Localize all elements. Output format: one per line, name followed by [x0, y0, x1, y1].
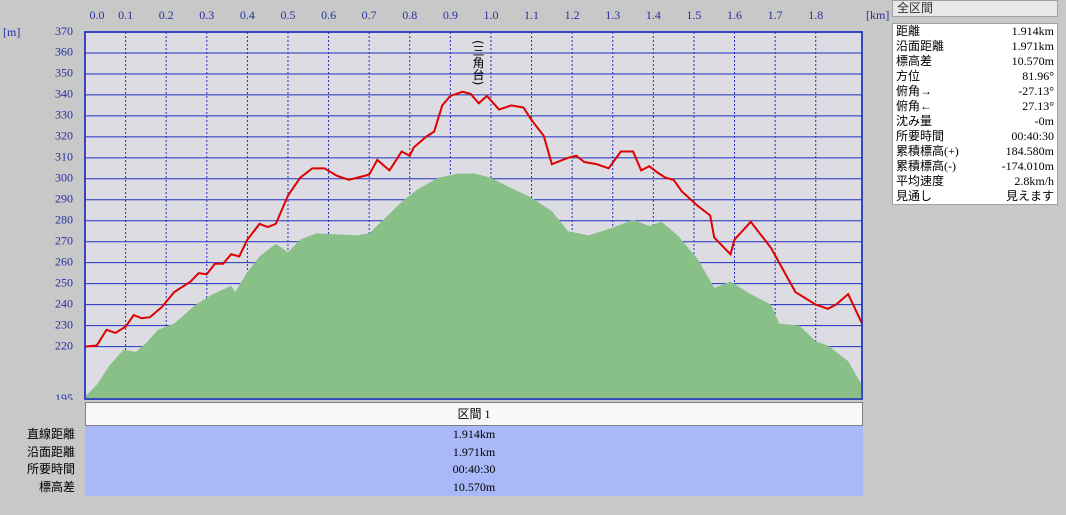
row-value: 2.8km/h: [1014, 174, 1054, 188]
panel-row: 見通し 見えます: [893, 189, 1057, 204]
row-label: 方位: [896, 69, 921, 83]
x-tick-label: 0.9: [443, 8, 458, 22]
row-label: 俯角→: [896, 84, 933, 98]
panel-row: 平均速度 2.8km/h: [893, 174, 1057, 189]
x-tick-label: 0.8: [402, 8, 417, 22]
y-tick-label: 195: [55, 391, 73, 400]
row-value: 10.570m: [1011, 54, 1054, 68]
x-tick-label: 1.1: [524, 8, 539, 22]
y-tick-label: 250: [55, 275, 73, 289]
panel-title: 全区間: [892, 0, 1058, 17]
row-value: 184.580m: [1005, 144, 1054, 158]
x-tick-label: 1.8: [808, 8, 823, 22]
y-tick-label: 280: [55, 212, 73, 226]
row-label: 見通し: [896, 189, 933, 203]
chart: [m] [km] 195 220 230 240 250 260 270 280 290 300 3…: [3, 8, 889, 400]
row-value: 27.13°: [1022, 99, 1054, 113]
row-label: 標高差: [896, 54, 933, 68]
y-tick-label: 310: [55, 150, 73, 164]
panel-row: 俯角→ -27.13°: [893, 84, 1057, 99]
row-value: 1.914km: [85, 426, 863, 444]
row-value: 81.96°: [1022, 69, 1054, 83]
y-tick-label: 330: [55, 108, 73, 122]
annotation: (三角台): [471, 40, 485, 86]
x-tick-label: 0.7: [362, 8, 377, 22]
section-table: 区間 1 直線距離 1.914km 沿面距離 1.971km 所要時間 00:40:30 標…: [0, 402, 863, 496]
panel-row: 俯角← 27.13°: [893, 99, 1057, 114]
row-value: 見えます: [1005, 189, 1054, 203]
x-tick-label: 1.0: [483, 8, 498, 22]
row-label: 俯角←: [896, 99, 933, 113]
elevation-line: [84, 90, 863, 348]
row-value: 1.971km: [1011, 39, 1054, 53]
x-tick-label: 0.5: [280, 8, 295, 22]
section-row: 直線距離 1.914km: [0, 426, 863, 444]
row-label: 沈み量: [896, 114, 933, 128]
panel-row: 沈み量 -0m: [893, 114, 1057, 129]
row-value: 00:40:30: [1011, 129, 1054, 143]
x-tick-label: 0.3: [199, 8, 214, 22]
x-tick-label: 0.4: [240, 8, 255, 22]
x-tick-label: 1.2: [565, 8, 580, 22]
panel-row: 方位 81.96°: [893, 69, 1057, 84]
y-tick-label: 320: [55, 129, 73, 143]
row-label: 累積標高(-): [896, 159, 956, 173]
row-value: 00:40:30: [85, 461, 863, 479]
row-value: 1.971km: [85, 443, 863, 461]
panel-row: 沿面距離 1.971km: [893, 39, 1057, 54]
x-tick-label: 1.7: [768, 8, 783, 22]
row-label: 標高差: [38, 479, 75, 494]
row-value: -27.13°: [1018, 84, 1054, 98]
y-tick-label: 340: [55, 87, 73, 101]
panel-row: 標高差 10.570m: [893, 54, 1057, 69]
y-tick-label: 240: [55, 296, 73, 310]
summary-panel: 全区間 距離 1.914km 沿面距離 1.971km 標高差 10.570m 方位 81.9…: [892, 0, 1058, 205]
row-label: 所要時間: [896, 129, 945, 143]
x-tick-label: 1.5: [686, 8, 701, 22]
row-label: 累積標高(+): [896, 144, 959, 158]
x-tick-label: 0.1: [118, 8, 133, 22]
row-value: 10.570m: [85, 478, 863, 496]
panel-row: 距離 1.914km: [893, 24, 1057, 39]
y-tick-label: 370: [55, 24, 73, 38]
section-row: 所要時間 00:40:30: [0, 461, 863, 479]
y-tick-label: 220: [55, 338, 73, 352]
x-tick-label: 0.0: [90, 8, 105, 22]
panel-row: 累積標高(-) -174.010m: [893, 159, 1057, 174]
x-tick-label: 0.2: [159, 8, 174, 22]
y-tick-label: 350: [55, 66, 73, 80]
row-value: -0m: [1034, 114, 1054, 128]
row-label: 平均速度: [896, 174, 945, 188]
y-tick-label: 300: [55, 171, 73, 185]
y-tick-label: 260: [55, 254, 73, 268]
row-label: 沿面距離: [896, 39, 945, 53]
panel-rows: 距離 1.914km 沿面距離 1.971km 標高差 10.570m 方位 81.96° 俯角…: [892, 23, 1058, 205]
x-axis-label: [km]: [866, 8, 889, 22]
x-tick-label: 1.4: [646, 8, 661, 22]
section-row: 標高差 10.570m: [0, 478, 863, 496]
x-tick-label: 0.6: [321, 8, 336, 22]
y-tick-label: 270: [55, 233, 73, 247]
section-row: 沿面距離 1.971km: [0, 443, 863, 461]
x-tick-label: 1.6: [727, 8, 742, 22]
y-tick-label: 230: [55, 317, 73, 331]
plot-area: [84, 31, 863, 400]
x-tick-label: 1.3: [605, 8, 620, 22]
section-rows: 直線距離 1.914km 沿面距離 1.971km 所要時間 00:40:30 標高差 10.…: [0, 426, 863, 496]
section-header: 区間 1: [85, 402, 863, 426]
y-axis-label: [m]: [3, 25, 20, 39]
row-label: 沿面距離: [26, 444, 75, 459]
row-value: 1.914km: [1011, 24, 1054, 38]
terrain-area: [85, 173, 862, 399]
panel-row: 累積標高(+) 184.580m: [893, 144, 1057, 159]
panel-row: 所要時間 00:40:30: [893, 129, 1057, 144]
row-label: 直線距離: [26, 427, 75, 441]
row-value: -174.010m: [1001, 159, 1054, 173]
row-label: 所要時間: [26, 462, 75, 476]
y-tick-label: 290: [55, 192, 73, 206]
y-tick-label: 360: [55, 45, 73, 59]
row-label: 距離: [896, 24, 921, 38]
